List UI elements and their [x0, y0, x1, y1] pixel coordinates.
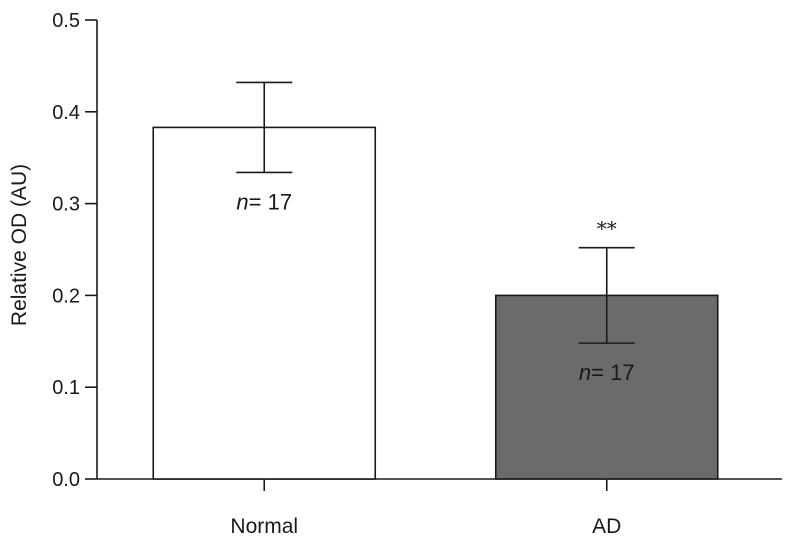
annotations: n= 17n= 17**: [236, 189, 634, 385]
sample-size-symbol: n: [236, 189, 248, 214]
y-tick-label: 0.1: [52, 377, 80, 399]
sample-size-value: = 17: [249, 189, 292, 214]
x-tick-label-normal: Normal: [230, 515, 298, 538]
x-tick-label-ad: AD: [592, 515, 621, 538]
sample-size-value: = 17: [591, 360, 634, 385]
y-tick-label: 0.4: [52, 102, 80, 124]
sample-size-label: n= 17: [236, 189, 292, 214]
y-axis-label: Relative OD (AU): [8, 164, 31, 326]
y-tick-label: 0.3: [52, 194, 80, 216]
y-tick-label: 0.2: [52, 285, 80, 307]
y-tick-label: 0.0: [52, 469, 80, 491]
significance-marker: **: [597, 217, 617, 241]
bars: [152, 81, 719, 480]
bar-normal: [152, 126, 377, 480]
sample-size-label: n= 17: [579, 360, 635, 385]
sample-size-symbol: n: [579, 360, 591, 385]
y-tick-label: 0.5: [52, 10, 80, 32]
